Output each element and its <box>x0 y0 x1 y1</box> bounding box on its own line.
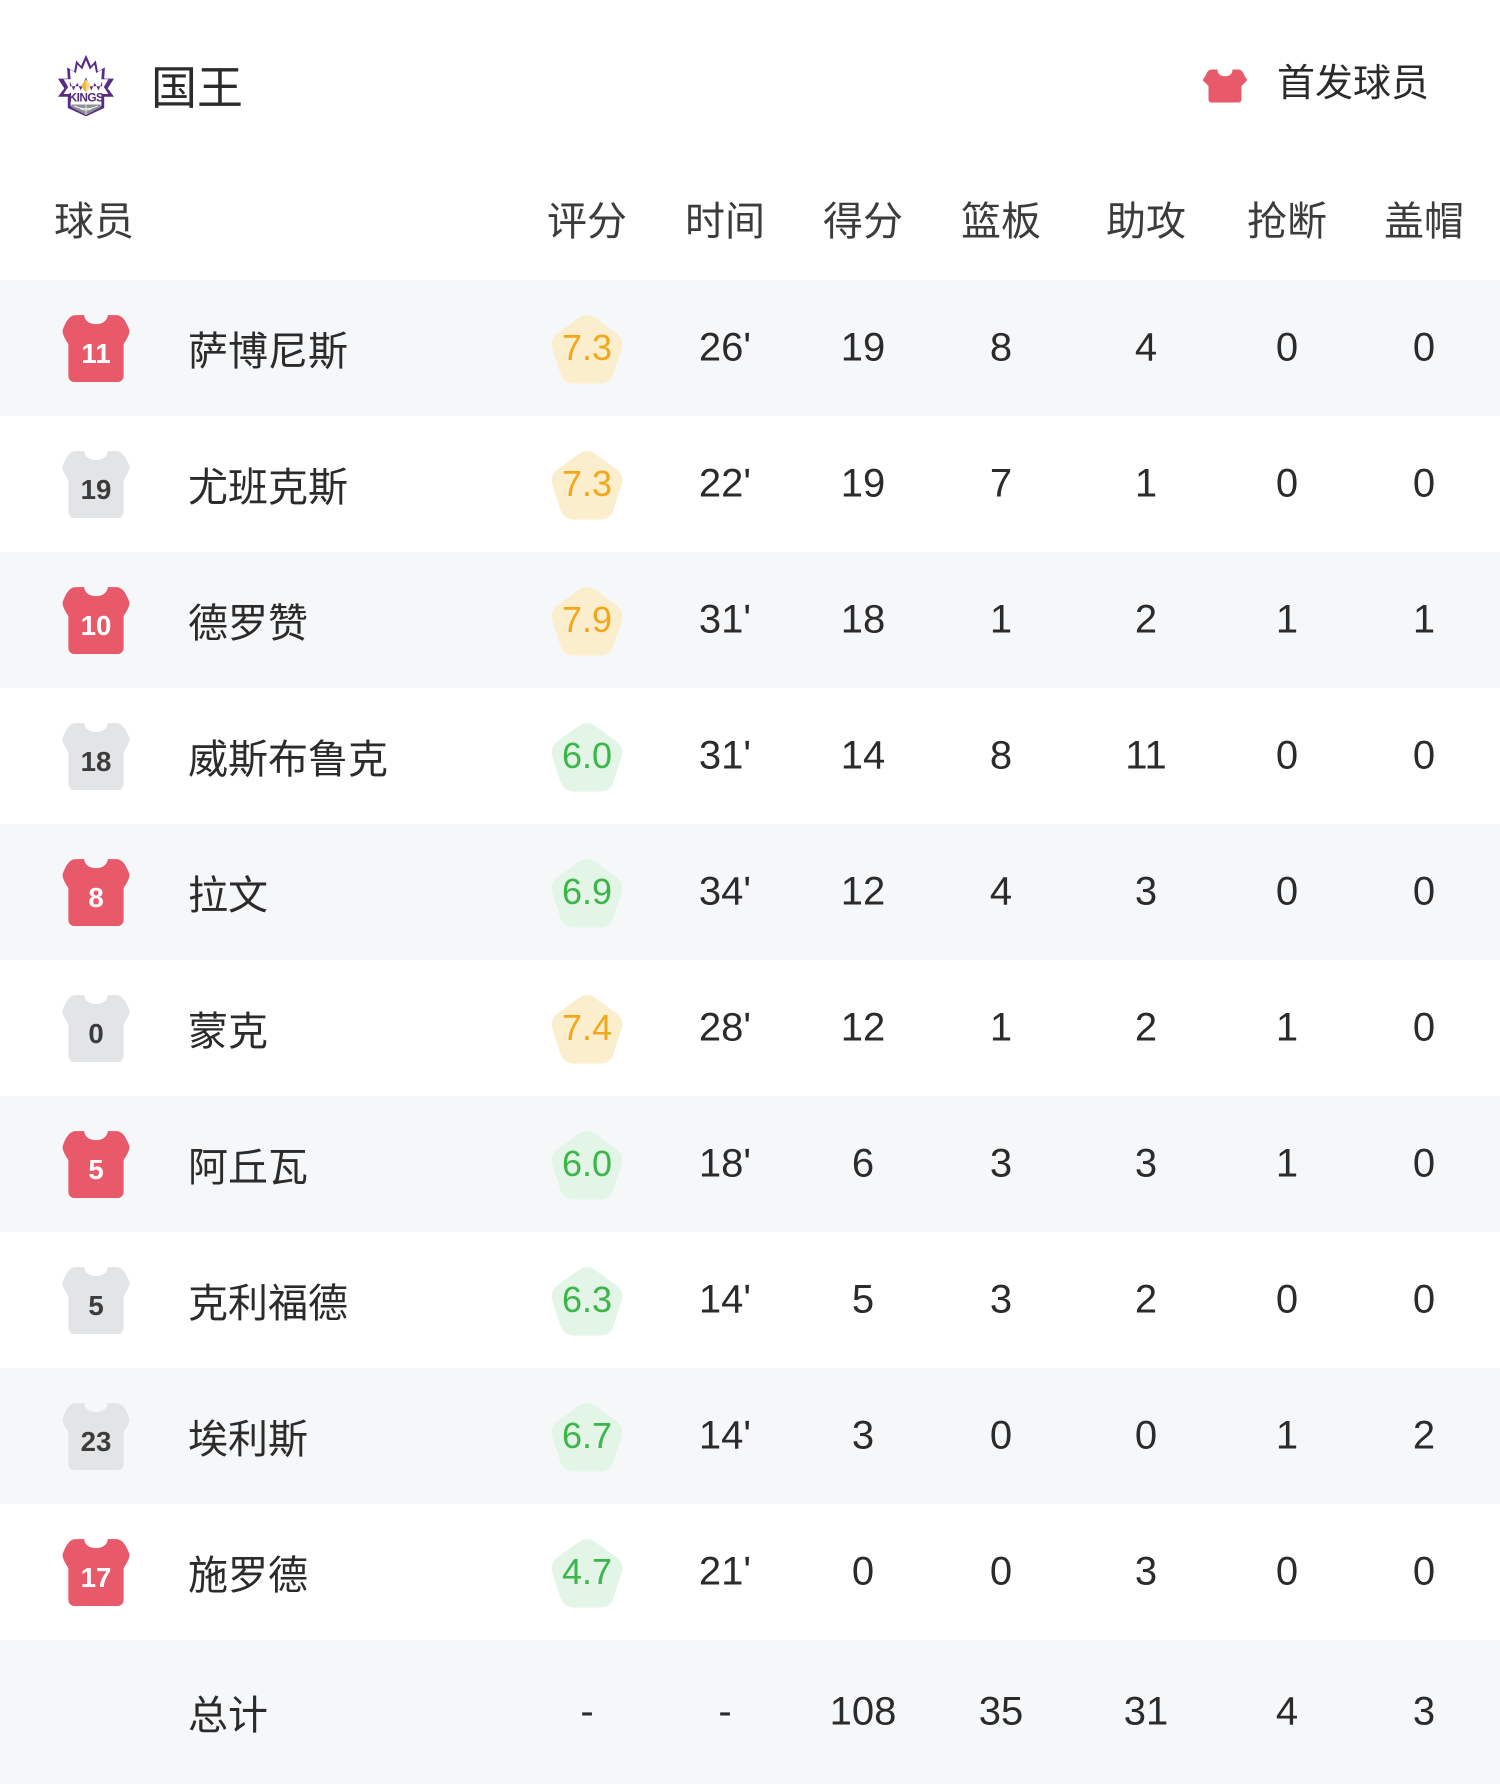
svg-text:KINGS: KINGS <box>69 91 104 105</box>
svg-text:7.3: 7.3 <box>562 327 612 368</box>
svg-text:11: 11 <box>81 338 110 369</box>
svg-text:6.0: 6.0 <box>562 735 612 776</box>
svg-text:6.0: 6.0 <box>562 1143 612 1184</box>
svg-text:5: 5 <box>88 1290 103 1321</box>
svg-text:23: 23 <box>81 1426 112 1457</box>
svg-text:7.9: 7.9 <box>562 599 612 640</box>
svg-text:5: 5 <box>88 1154 103 1185</box>
svg-text:0: 0 <box>88 1018 103 1049</box>
svg-text:17: 17 <box>81 1562 112 1593</box>
svg-text:7.4: 7.4 <box>562 1007 612 1048</box>
svg-text:10: 10 <box>81 610 112 641</box>
svg-text:18: 18 <box>81 746 112 777</box>
svg-text:6.7: 6.7 <box>562 1415 612 1456</box>
svg-text:7.3: 7.3 <box>562 463 612 504</box>
svg-text:6.3: 6.3 <box>562 1279 612 1320</box>
svg-text:8: 8 <box>88 882 103 913</box>
svg-text:4.7: 4.7 <box>562 1551 612 1592</box>
svg-text:6.9: 6.9 <box>562 871 612 912</box>
svg-text:19: 19 <box>81 474 112 505</box>
